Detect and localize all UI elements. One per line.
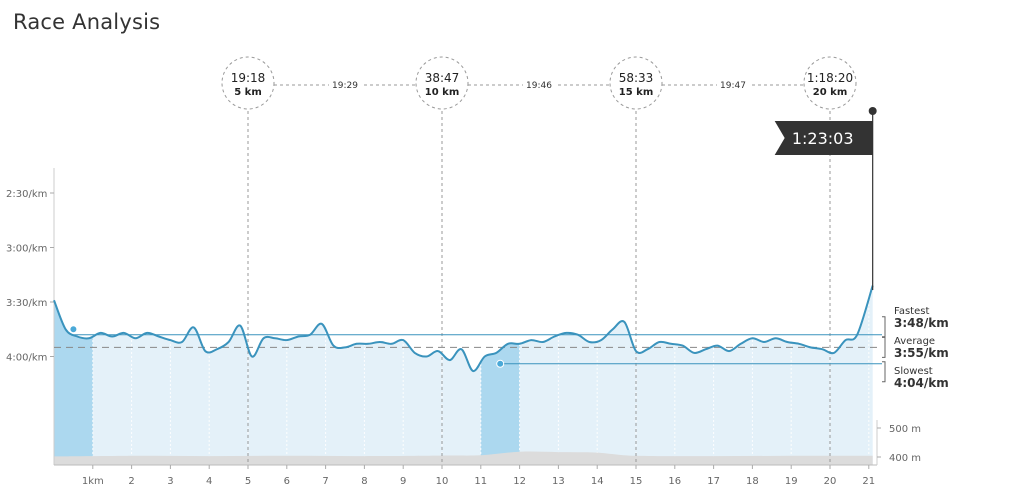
x-tick-label: 2 [128, 476, 134, 487]
y-tick-label: 3:00/km [6, 244, 47, 255]
x-tick-label: 10 [436, 476, 449, 487]
x-tick-label: 12 [513, 476, 526, 487]
split-distance: 15 km [619, 87, 653, 98]
y-tick-label: 2:30/km [6, 189, 47, 200]
slowest-value: 4:04/km [894, 376, 949, 390]
x-tick-label: 8 [361, 476, 367, 487]
x-tick-label: 4 [206, 476, 212, 487]
segment-time: 19:46 [526, 81, 552, 91]
split-circle [415, 56, 469, 110]
x-tick-label: 14 [591, 476, 604, 487]
pace-area-fill [54, 285, 873, 465]
pace-marker-2 [496, 359, 505, 368]
average-value: 3:55/km [894, 346, 949, 360]
y-tick-label: 4:00/km [6, 353, 47, 364]
page-title: Race Analysis [13, 10, 161, 34]
x-tick-label: 13 [552, 476, 565, 487]
highlight-range-1 [54, 285, 93, 465]
x-tick-label: 1km [82, 476, 104, 487]
split-distance: 10 km [425, 87, 459, 98]
split-circle [609, 56, 663, 110]
x-tick-label: 20 [824, 476, 837, 487]
split-time: 1:18:20 [807, 71, 853, 85]
finish-time: 1:23:03 [792, 129, 854, 148]
split-time: 58:33 [619, 71, 654, 85]
x-tick-label: 11 [474, 476, 487, 487]
segment-time-bg [329, 77, 361, 91]
segment-time: 19:47 [720, 81, 746, 91]
x-tick-label: 17 [707, 476, 720, 487]
average-label: Average [894, 336, 935, 347]
fastest-label: Fastest [894, 306, 929, 317]
pace-line [53, 285, 874, 372]
pace-marker-1 [69, 325, 78, 334]
segment-time-bg [523, 77, 555, 91]
average-bracket [882, 336, 886, 358]
split-circle [803, 56, 857, 110]
x-tick-label: 5 [245, 476, 251, 487]
fastest-bracket [882, 316, 886, 338]
split-time: 19:18 [231, 71, 266, 85]
split-circle [221, 56, 275, 110]
x-tick-label: 21 [862, 476, 875, 487]
y-tick-label: 3:30/km [6, 298, 47, 309]
elevation-profile [54, 451, 873, 465]
segment-time: 19:29 [332, 81, 358, 91]
x-tick-label: 3 [167, 476, 173, 487]
x-tick-label: 15 [630, 476, 643, 487]
highlight-range-2 [480, 285, 520, 465]
split-distance: 5 km [234, 87, 262, 98]
slowest-label: Slowest [894, 366, 933, 377]
elevation-tick-label: 400 m [889, 453, 921, 464]
segment-time-bg [717, 77, 749, 91]
slowest-bracket [882, 361, 886, 383]
split-time: 38:47 [425, 71, 460, 85]
x-tick-label: 18 [746, 476, 759, 487]
finish-flag [774, 121, 873, 155]
x-tick-label: 7 [322, 476, 328, 487]
x-tick-label: 19 [785, 476, 798, 487]
x-tick-label: 16 [668, 476, 681, 487]
x-tick-label: 6 [284, 476, 290, 487]
x-tick-label: 9 [400, 476, 406, 487]
fastest-value: 3:48/km [894, 316, 949, 330]
finish-pole-top [868, 107, 877, 115]
split-distance: 20 km [813, 87, 847, 98]
elevation-tick-label: 500 m [889, 424, 921, 435]
